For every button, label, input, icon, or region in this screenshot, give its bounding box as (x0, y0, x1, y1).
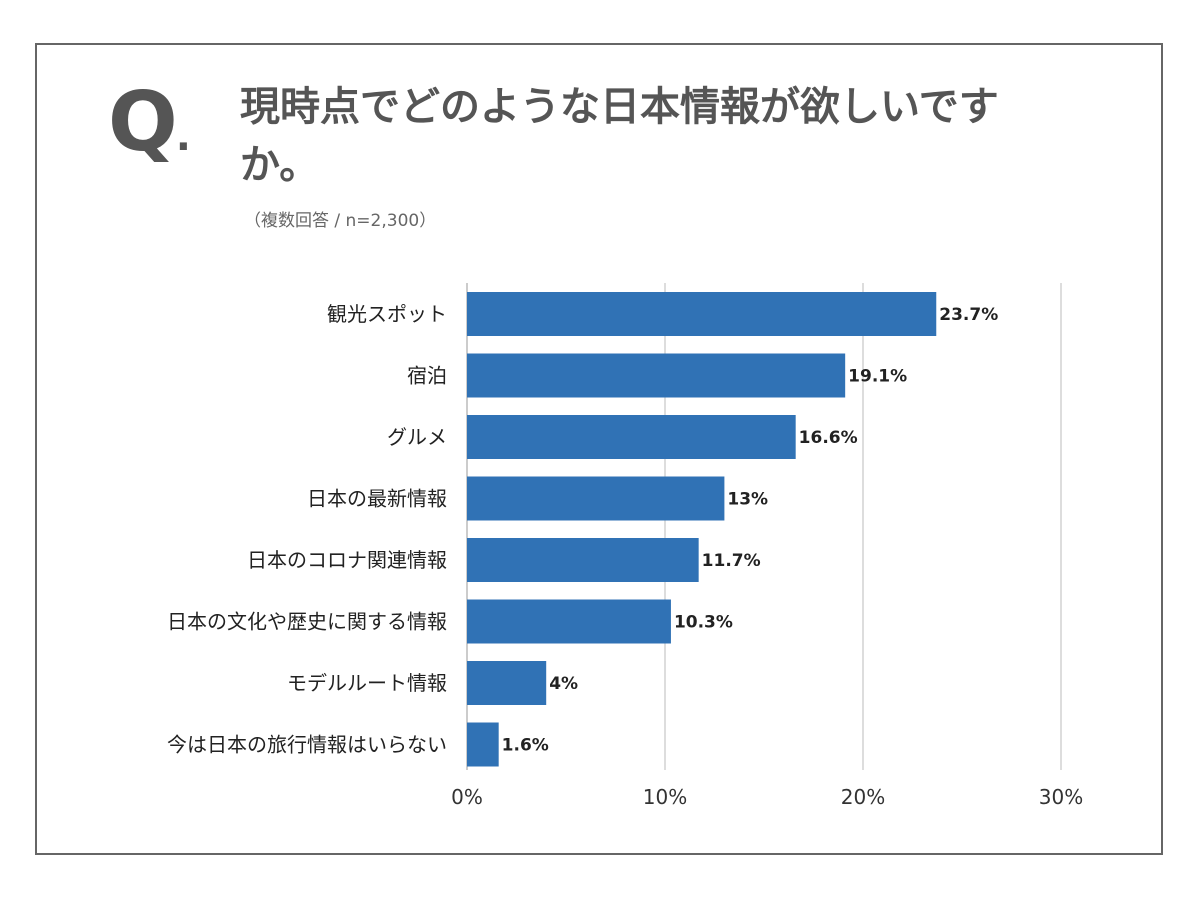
value-label: 16.6% (799, 428, 858, 448)
value-label: 23.7% (939, 305, 998, 325)
bar (467, 599, 671, 644)
category-label: モデルルート情報 (287, 671, 447, 695)
value-label: 10.3% (674, 613, 733, 633)
bar (467, 476, 725, 521)
bar (467, 415, 796, 459)
x-tick-label: 20% (841, 785, 885, 809)
value-label: 4% (549, 674, 578, 694)
value-label: 13% (727, 490, 768, 510)
x-tick-label: 0% (451, 785, 483, 809)
chart-frame (35, 43, 1163, 855)
bar (467, 538, 699, 582)
chart-subtitle: （複数回答 / n=2,300） (244, 211, 437, 231)
value-label: 11.7% (702, 551, 761, 571)
chart-title: 現時点でどのような日本情報が欲しいですか。 (240, 84, 999, 188)
bar (467, 661, 547, 705)
value-label: 19.1% (848, 367, 907, 387)
category-label: 日本の最新情報 (307, 487, 447, 511)
category-label: 観光スポット (327, 302, 447, 326)
value-label: 1.6% (502, 736, 549, 756)
question-mark: Q. (108, 75, 191, 170)
x-tick-label: 30% (1039, 785, 1083, 809)
category-label: 日本の文化や歴史に関する情報 (167, 610, 447, 634)
bar (467, 722, 499, 767)
category-label: グルメ (387, 425, 447, 449)
category-label: 宿泊 (407, 364, 447, 388)
category-label: 今は日本の旅行情報はいらない (167, 733, 447, 757)
category-label: 日本のコロナ関連情報 (247, 548, 447, 572)
x-tick-label: 10% (643, 785, 687, 809)
bar (467, 353, 846, 398)
bar (467, 292, 937, 336)
